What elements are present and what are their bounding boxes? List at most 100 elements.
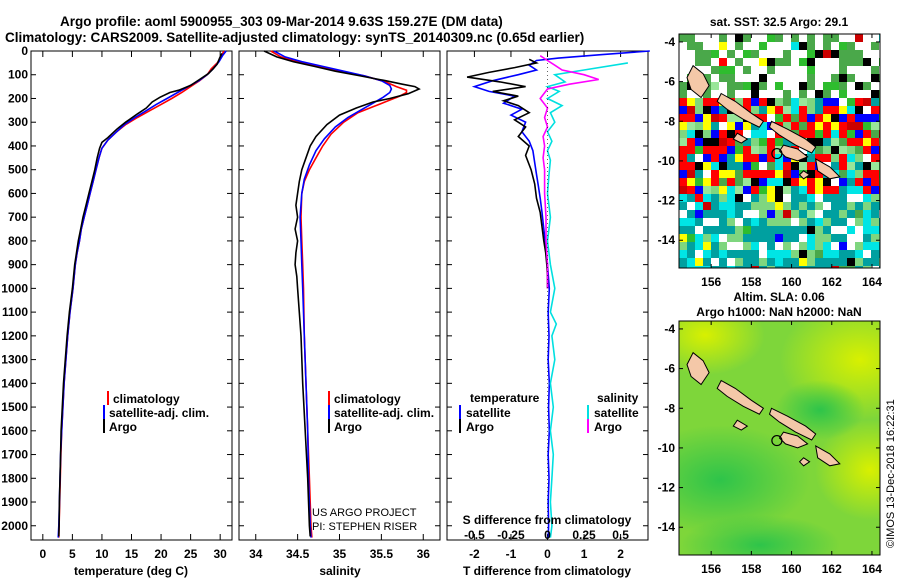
sst-cell xyxy=(847,90,855,98)
sst-cell xyxy=(831,34,839,42)
sst-cell xyxy=(831,234,839,242)
sst-cell xyxy=(791,186,799,194)
sst-cell xyxy=(783,242,791,250)
sst-cell xyxy=(783,186,791,194)
sst-cell xyxy=(831,210,839,218)
sst-cell xyxy=(759,266,767,268)
sst-cell xyxy=(831,218,839,226)
sst-cell xyxy=(831,58,839,66)
legend-temperature-heading: temperature xyxy=(470,391,540,405)
sst-cell xyxy=(855,242,863,250)
sst-cell xyxy=(855,82,863,90)
sst-cell xyxy=(735,226,743,234)
sst-cell xyxy=(791,162,799,170)
sst-cell xyxy=(863,178,871,186)
sst-cell xyxy=(687,170,695,178)
sst-cell xyxy=(711,106,719,114)
x-tick-label: 1 xyxy=(581,547,588,561)
sst-cell xyxy=(767,74,775,82)
sst-cell xyxy=(855,98,863,106)
sst-cell xyxy=(711,34,719,42)
sst-cell xyxy=(687,114,695,122)
sst-cell xyxy=(823,202,831,210)
sst-cell xyxy=(791,258,799,266)
legend-s-satellite-label: satellite xyxy=(594,406,639,420)
island xyxy=(716,379,765,415)
sst-cell xyxy=(711,122,719,130)
x-tick-label: 35 xyxy=(333,547,347,561)
sst-cell xyxy=(703,66,711,74)
sst-cell xyxy=(831,178,839,186)
sst-cell xyxy=(703,210,711,218)
island xyxy=(716,92,765,128)
sst-cell xyxy=(719,226,727,234)
sst-cell xyxy=(775,146,783,154)
sst-cell xyxy=(695,210,703,218)
sst-cell xyxy=(839,226,847,234)
sst-cell xyxy=(703,34,711,42)
sst-cell xyxy=(863,234,871,242)
sst-cell xyxy=(799,226,807,234)
sst-cell xyxy=(863,66,871,74)
sst-cell xyxy=(815,98,823,106)
sst-cell xyxy=(719,250,727,258)
sst-cell xyxy=(743,250,751,258)
sst-cell xyxy=(767,114,775,122)
sst-cell xyxy=(775,218,783,226)
sst-cell xyxy=(711,138,719,146)
sst-cell xyxy=(743,234,751,242)
sst-cell xyxy=(847,82,855,90)
sst-cell xyxy=(815,258,823,266)
sst-cell xyxy=(831,82,839,90)
sst-cell xyxy=(799,42,807,50)
sst-cell xyxy=(759,114,767,122)
sst-cell xyxy=(855,194,863,202)
sst-map-frame xyxy=(678,33,881,269)
sst-cell xyxy=(863,226,871,234)
sst-cell xyxy=(767,234,775,242)
sst-cell xyxy=(855,186,863,194)
sst-cell xyxy=(815,74,823,82)
sst-cell xyxy=(847,210,855,218)
sst-cell xyxy=(759,50,767,58)
temperature-panel: 0100200300400500600700800900100011001200… xyxy=(1,44,233,578)
sst-cell xyxy=(751,178,759,186)
island xyxy=(778,144,809,162)
sst-cell xyxy=(743,162,751,170)
island xyxy=(815,157,841,180)
sst-cell xyxy=(687,186,695,194)
sst-cell xyxy=(751,186,759,194)
sst-cell xyxy=(839,194,847,202)
sst-cell xyxy=(791,122,799,130)
sst-cell xyxy=(751,242,759,250)
map-x-tick-label: 164 xyxy=(862,275,882,289)
sst-cell xyxy=(751,58,759,66)
x-tick-label: 0 xyxy=(544,547,551,561)
argo-float-location-marker xyxy=(771,147,783,160)
sst-cell xyxy=(831,66,839,74)
legend-t-satellite-label: satellite xyxy=(466,406,511,420)
y-tick-label: 1400 xyxy=(1,376,28,390)
sst-cell xyxy=(679,226,687,234)
sst-cell xyxy=(727,146,735,154)
sst-cell xyxy=(751,226,759,234)
x-tick-label: 0 xyxy=(39,547,46,561)
sst-cell xyxy=(847,98,855,106)
sst-cell xyxy=(807,194,815,202)
sst-cell xyxy=(831,130,839,138)
sst-cell xyxy=(711,58,719,66)
sst-cell xyxy=(687,218,695,226)
sst-cell xyxy=(775,74,783,82)
sst-cell xyxy=(863,42,871,50)
sst-cell xyxy=(775,266,783,268)
sst-cell xyxy=(863,242,871,250)
sst-cell xyxy=(815,42,823,50)
sst-cell xyxy=(735,66,743,74)
sst-cell xyxy=(831,98,839,106)
sst-cell xyxy=(695,178,703,186)
sst-cell xyxy=(839,74,847,82)
sst-cell xyxy=(807,154,815,162)
sst-cell xyxy=(767,226,775,234)
sst-cell xyxy=(759,250,767,258)
sst-cell xyxy=(815,114,823,122)
